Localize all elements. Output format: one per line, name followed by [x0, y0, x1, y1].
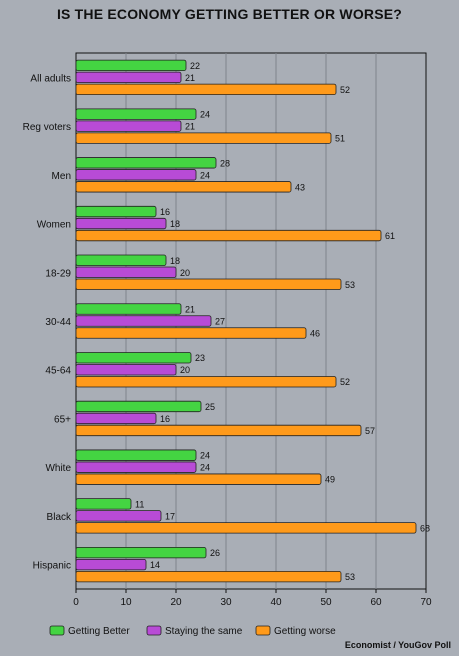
bar-value-label: 49 [325, 475, 335, 485]
bar [75, 181, 292, 193]
bar-value-label: 53 [345, 572, 355, 582]
bar [75, 157, 217, 169]
bar-value-label: 16 [160, 414, 170, 424]
bar [75, 303, 182, 315]
bar-value-label: 16 [160, 207, 170, 217]
bar-value-label: 24 [200, 110, 210, 120]
bar-value-label: 53 [345, 280, 355, 290]
x-tick-label: 50 [320, 597, 332, 608]
category-label: Reg voters [23, 122, 71, 133]
bar [75, 461, 197, 473]
bar [75, 217, 167, 230]
bar [75, 449, 197, 461]
bar [75, 205, 157, 218]
bar [75, 498, 132, 510]
bar [75, 473, 322, 485]
bar-value-label: 18 [170, 256, 180, 266]
category-label: White [45, 463, 71, 474]
bar [75, 522, 417, 534]
bar-value-label: 46 [310, 329, 320, 339]
bar-value-label: 68 [420, 523, 430, 533]
category-label: Women [37, 220, 71, 231]
bar [75, 254, 167, 266]
bar [75, 546, 207, 559]
category-label: 18-29 [45, 268, 71, 279]
category-label: 45-64 [45, 366, 71, 377]
bar [75, 132, 332, 144]
category-label: All adults [30, 73, 71, 84]
category-label: Black [47, 512, 72, 523]
legend-swatch [255, 625, 271, 636]
bar [75, 570, 342, 583]
bar-value-label: 21 [185, 73, 195, 83]
bar-value-label: 51 [335, 134, 345, 144]
legend-swatch [49, 625, 65, 636]
bar-value-label: 21 [185, 305, 195, 315]
bar-value-label: 14 [150, 560, 160, 570]
bar [75, 376, 337, 388]
x-tick-label: 10 [120, 597, 132, 608]
bar-value-label: 61 [385, 231, 395, 241]
category-label: 65+ [54, 414, 71, 425]
bar [75, 352, 192, 364]
bar-value-label: 57 [365, 426, 375, 436]
bar-value-label: 24 [200, 463, 210, 473]
bar-value-label: 27 [215, 317, 225, 327]
bar-value-label: 17 [165, 511, 175, 521]
x-tick-label: 40 [270, 597, 282, 608]
bar [75, 71, 182, 84]
bar-value-label: 20 [180, 268, 190, 278]
bar [75, 400, 202, 413]
category-label: Men [52, 171, 71, 182]
source-credit: Economist / YouGov Poll [344, 640, 451, 650]
bar-value-label: 43 [295, 182, 305, 192]
bar-value-label: 23 [195, 353, 205, 363]
category-label: 30-44 [45, 317, 71, 328]
x-tick-label: 70 [420, 597, 432, 608]
bar [75, 364, 177, 376]
x-tick-label: 30 [220, 597, 232, 608]
bar-value-label: 25 [205, 402, 215, 412]
bar [75, 266, 177, 278]
bar-value-label: 22 [190, 61, 200, 71]
bar-value-label: 26 [210, 548, 220, 558]
bar [75, 510, 162, 522]
bar [75, 558, 147, 571]
x-tick-label: 20 [170, 597, 182, 608]
bar-value-label: 24 [200, 451, 210, 461]
bar [75, 327, 307, 339]
bar-value-label: 20 [180, 365, 190, 375]
bar [75, 229, 382, 242]
bar [75, 120, 182, 132]
legend-swatch [146, 625, 162, 636]
bar-value-label: 21 [185, 122, 195, 132]
bar-value-label: 52 [340, 377, 350, 387]
legend-label: Getting worse [274, 626, 336, 637]
category-label: Hispanic [33, 561, 71, 572]
bar [75, 424, 362, 437]
bar-value-label: 11 [135, 499, 144, 509]
x-tick-label: 0 [73, 597, 79, 608]
chart-title: IS THE ECONOMY GETTING BETTER OR WORSE? [56, 6, 403, 22]
bar-value-label: 18 [170, 219, 180, 229]
bar-value-label: 28 [220, 158, 230, 168]
bar [75, 59, 187, 72]
bar [75, 108, 197, 120]
bar [75, 412, 157, 425]
bar [75, 315, 212, 327]
bar-value-label: 52 [340, 85, 350, 95]
bar [75, 169, 197, 181]
bar-value-label: 24 [200, 170, 210, 180]
x-tick-label: 60 [370, 597, 382, 608]
legend-label: Staying the same [165, 626, 243, 637]
bar [75, 83, 337, 96]
bar [75, 278, 342, 290]
legend-label: Getting Better [68, 626, 130, 637]
